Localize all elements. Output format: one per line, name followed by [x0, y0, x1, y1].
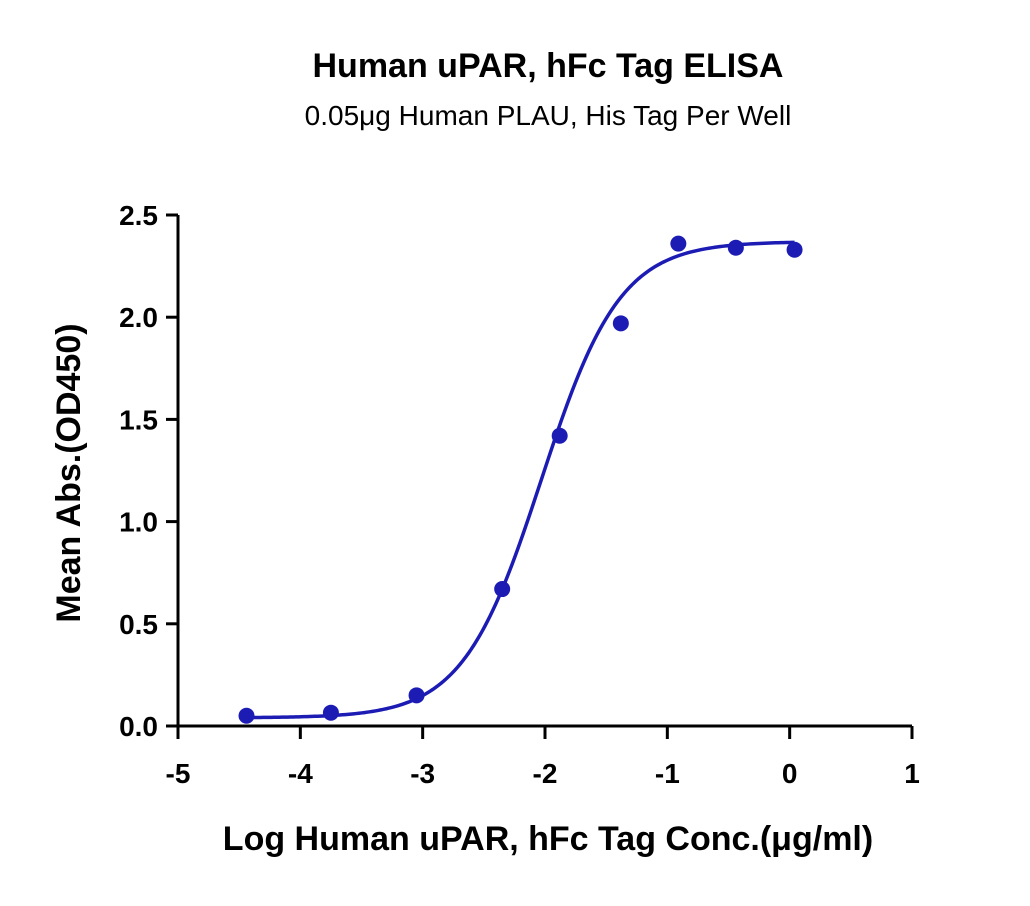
y-tick-label: 2.5 — [119, 200, 158, 231]
y-tick-label: 2.0 — [119, 302, 158, 333]
y-tick-label: 1.5 — [119, 404, 158, 435]
x-tick-label: -5 — [166, 758, 191, 789]
x-tick-label: -2 — [533, 758, 558, 789]
y-axis-title: Mean Abs.(OD450) — [50, 323, 88, 622]
y-tick-label: 1.0 — [119, 507, 158, 538]
data-point — [408, 687, 425, 704]
data-point — [322, 704, 339, 721]
data-point — [670, 235, 687, 252]
x-tick-label: 0 — [782, 758, 798, 789]
data-points-layer — [238, 235, 803, 724]
fit-curve-layer — [246, 240, 795, 720]
chart-title: Human uPAR, hFc Tag ELISA — [313, 47, 784, 85]
data-point — [786, 241, 803, 258]
y-tick-label: 0.0 — [119, 711, 158, 742]
data-point — [238, 707, 255, 724]
chart-subtitle: 0.05μg Human PLAU, His Tag Per Well — [305, 100, 792, 131]
x-axis-title: Log Human uPAR, hFc Tag Conc.(μg/ml) — [223, 820, 873, 858]
x-tick-label: -3 — [410, 758, 435, 789]
x-tick-label: -4 — [288, 758, 313, 789]
data-point — [494, 581, 511, 598]
y-tick-label: 0.5 — [119, 609, 158, 640]
data-point — [727, 239, 744, 256]
x-tick-label: -1 — [655, 758, 680, 789]
data-point — [551, 427, 568, 444]
data-point — [612, 315, 629, 332]
axes: 0.0 0.5 1.0 1.5 2.0 2.5 -5 -4 -3 -2 -1 0 1 — [119, 200, 920, 789]
x-tick-label: 1 — [904, 758, 920, 789]
fit-curve — [246, 240, 795, 720]
